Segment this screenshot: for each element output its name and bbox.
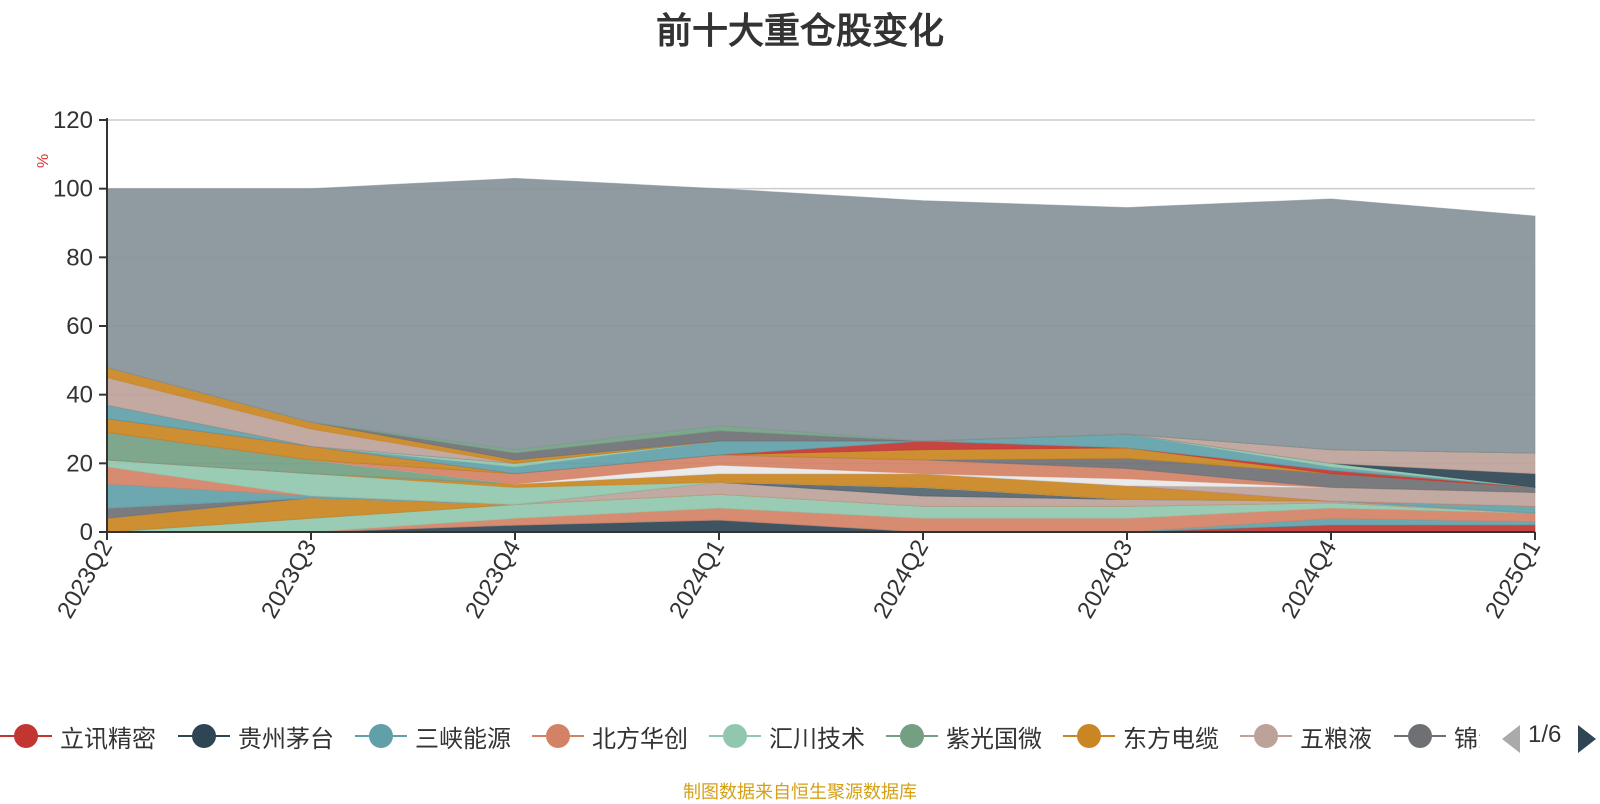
x-tick-label: 2024Q4 [1276,536,1342,623]
x-tick-label: 2023Q4 [460,536,526,623]
legend-label: 汇川技术 [769,725,865,753]
legend-item[interactable]: 北方华创 [532,718,688,754]
chart-title: 前十大重仓股变化 [655,10,944,51]
legend-marker-icon [178,718,230,754]
x-tick-label: 2023Q2 [52,536,118,623]
legend-dot [723,724,747,748]
legend-page-indicator: 1/6 [1528,721,1562,748]
legend-item[interactable]: 三峡能源 [355,718,511,754]
y-tick-label: 100 [53,176,93,203]
legend-dot [1254,724,1278,748]
legend-item[interactable]: 紫光国微 [886,718,1042,754]
data-source-note: 制图数据来自恒生聚源数据库 [683,782,917,802]
legend-dot [14,724,38,748]
stacked-area-chart: 0 20 40 60 80 100 120 2023Q2 2023Q3 2023Q4 2024Q1 2… [35,107,1546,623]
legend-dot [900,724,924,748]
x-tick-label: 2024Q1 [664,536,730,623]
legend-dot [1408,724,1432,748]
x-tick-label: 2023Q3 [256,536,322,623]
legend-item[interactable]: 贵州茅台 [178,718,334,754]
legend-item[interactable]: 立讯精密 [0,718,156,754]
legend-item[interactable]: 五粮液 [1240,718,1372,754]
legend-dot [192,724,216,748]
y-tick-label: 20 [66,450,93,477]
legend-marker-icon [532,718,584,754]
x-tick-label: 2025Q1 [1480,536,1546,623]
legend-item[interactable]: 东方电缆 [1063,718,1219,754]
legend-marker-icon [709,718,761,754]
y-tick-label: 80 [66,244,93,271]
legend-marker-icon [1063,718,1115,754]
legend-item[interactable]: 锦浪科技 [1394,718,1480,754]
y-tick-label: 120 [53,107,93,134]
area-其他 [106,177,1536,454]
legend-marker-icon [0,718,52,754]
legend-marker-icon [1394,718,1446,754]
legend-label: 立讯精密 [60,725,156,753]
legend-marker-icon [1240,718,1292,754]
legend-dot [1077,724,1101,748]
y-axis-unit: % [35,154,52,168]
y-tick-label: 60 [66,313,93,340]
legend-label: 紫光国微 [946,725,1042,753]
area-series [106,177,1536,533]
legend-prev-page-icon[interactable] [1502,725,1520,753]
legend-marker-icon [355,718,407,754]
x-tick-label: 2024Q3 [1072,536,1138,623]
legend-label: 五粮液 [1300,725,1372,753]
legend: 立讯精密 贵州茅台 三峡能源 北方华创 汇川技术 紫光国微 东方电缆 五粮液 锦浪科技 [0,718,1600,754]
legend-pager: 1/6 [1498,718,1600,754]
legend-dot [546,724,570,748]
legend-label: 东方电缆 [1123,725,1219,753]
legend-item[interactable]: 汇川技术 [709,718,865,754]
x-tick-label: 2024Q2 [868,536,934,623]
legend-label: 北方华创 [592,725,688,753]
y-tick-label: 40 [66,382,93,409]
legend-next-page-icon[interactable] [1578,725,1596,753]
legend-label: 三峡能源 [415,725,511,753]
legend-label: 锦浪科技 [1454,725,1480,753]
legend-items: 立讯精密 贵州茅台 三峡能源 北方华创 汇川技术 紫光国微 东方电缆 五粮液 锦浪科技 [0,718,1480,754]
legend-dot [369,724,393,748]
legend-label: 贵州茅台 [238,725,334,753]
y-tick-label: 0 [80,519,93,546]
legend-marker-icon [886,718,938,754]
